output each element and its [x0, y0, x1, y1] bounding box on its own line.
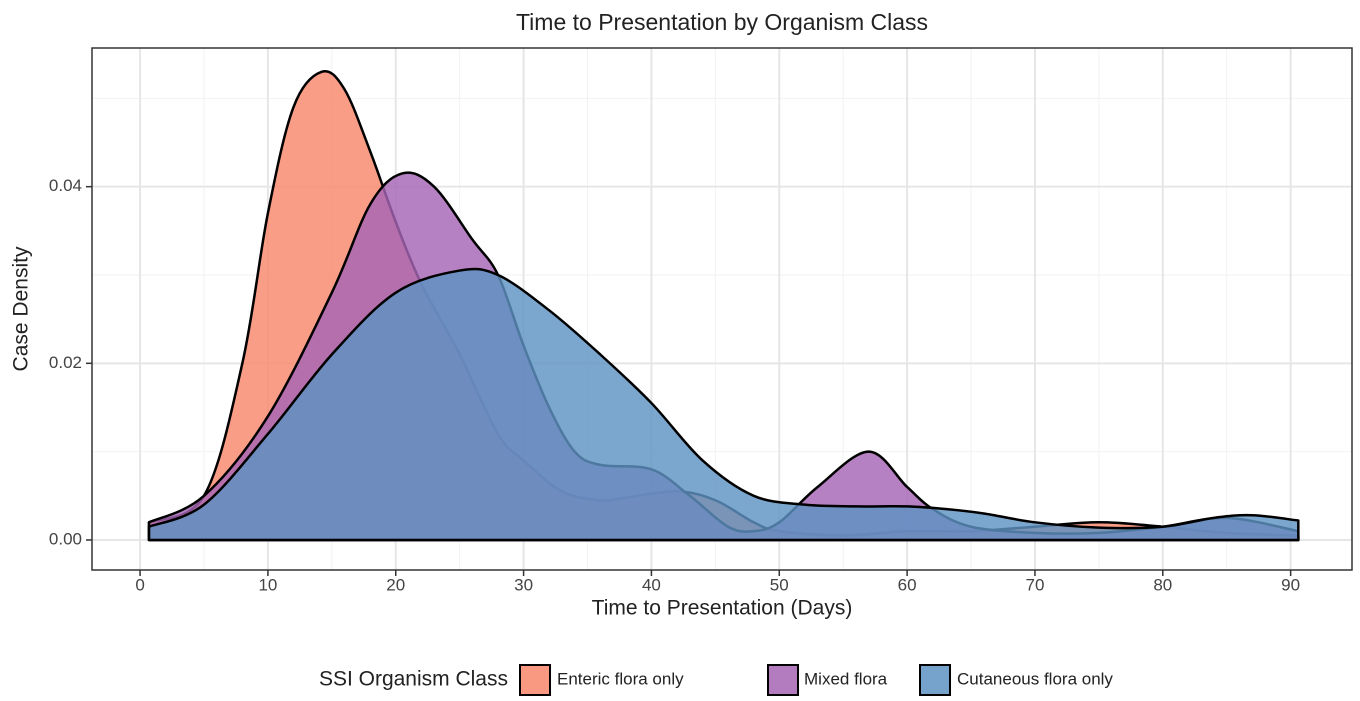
legend-swatch: [919, 664, 951, 696]
y-tick-label: 0.00: [49, 529, 82, 548]
x-tick-label: 30: [514, 575, 533, 594]
x-tick-label: 60: [898, 575, 917, 594]
legend: SSI Organism Class Enteric flora only Mixe…: [319, 664, 1113, 696]
y-tick-label: 0.02: [49, 353, 82, 372]
legend-label: Mixed flora: [804, 669, 888, 688]
x-axis-label: Time to Presentation (Days): [592, 597, 853, 620]
chart-title: Time to Presentation by Organism Class: [516, 9, 928, 35]
density-area: [147, 267, 1300, 542]
legend-title: SSI Organism Class: [319, 668, 508, 691]
x-tick-label: 80: [1153, 575, 1172, 594]
legend-swatch: [767, 664, 799, 696]
x-tick-label: 50: [770, 575, 789, 594]
x-tick-label: 10: [258, 575, 277, 594]
x-tick-label: 40: [642, 575, 661, 594]
y-axis-label: Case Density: [10, 246, 33, 371]
x-tick-label: 70: [1025, 575, 1044, 594]
areas: [147, 69, 1300, 542]
legend-swatch: [519, 664, 551, 696]
y-tick-label: 0.04: [49, 176, 82, 195]
axes: 0 10 20 30 40 50 60 70 80 90 0.00 0.02 0.04: [49, 47, 1353, 594]
plot-border: [91, 47, 1353, 571]
legend-label: Cutaneous flora only: [957, 669, 1113, 688]
x-tick-label: 0: [135, 575, 144, 594]
x-tick-label: 20: [386, 575, 405, 594]
x-tick-label: 90: [1281, 575, 1300, 594]
legend-label: Enteric flora only: [557, 669, 684, 688]
